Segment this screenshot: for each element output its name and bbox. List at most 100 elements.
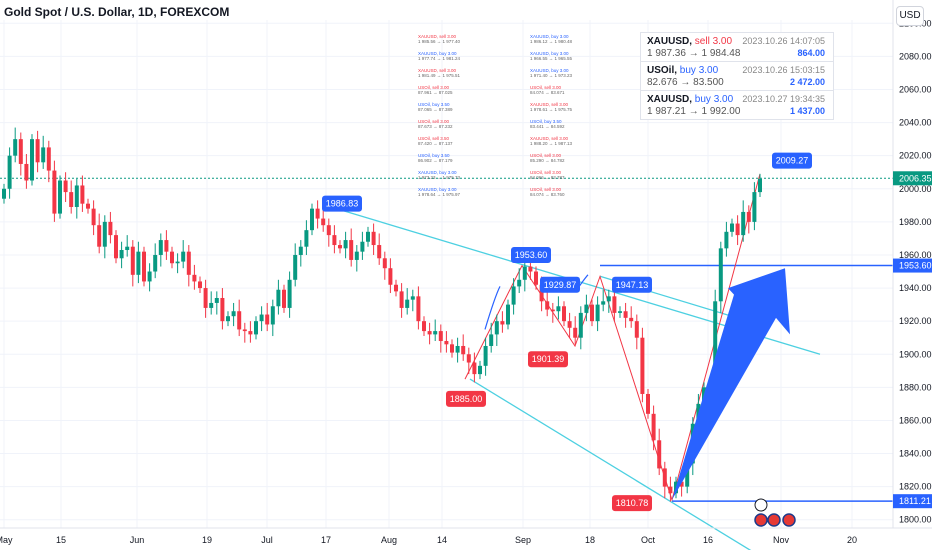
- candle-body: [69, 192, 74, 207]
- y-tick-label: 1840.00: [899, 449, 932, 459]
- mini-trade-row: USOil, sell 3.00 84.066 → 83.787: [530, 170, 630, 186]
- candle-body: [422, 321, 426, 332]
- axis-price-tag-label: 2006.35: [899, 173, 932, 183]
- mini-trade-prices: 84.074 → 83.760: [530, 192, 565, 197]
- candle-body: [427, 331, 432, 335]
- mini-trade-prices: 1 981.49 → 1 975.51: [418, 73, 461, 78]
- axis-price-tag: [893, 258, 932, 273]
- mini-trade-row: XAUUSD, buy 3.00 1 977.74 → 1 981.24: [418, 51, 518, 67]
- mini-trade-prices: 1 978.61 → 1 975.75: [530, 107, 573, 112]
- candle-body: [472, 362, 477, 375]
- y-tick-label: 1900.00: [899, 349, 932, 359]
- price-label: 1929.87: [544, 280, 577, 290]
- trade-prices: 1 987.21 → 1 992.00: [647, 106, 741, 117]
- y-tick-label: 2040.00: [899, 118, 932, 128]
- mini-trade-symbol: USOil, sell 3.00: [418, 119, 450, 124]
- lightning-icon: [754, 498, 768, 512]
- price-label: 1901.39: [532, 354, 565, 364]
- candle-body: [752, 192, 757, 222]
- mini-trade-prices: 1 977.74 → 1 981.24: [418, 56, 461, 61]
- candle-body: [578, 312, 583, 338]
- y-tick-label: 2060.00: [899, 84, 932, 94]
- candle-body: [595, 304, 600, 322]
- trade-date: 2023.10.26 14:07:05: [742, 36, 825, 46]
- price-label-bg: [772, 152, 812, 169]
- candle-body: [226, 316, 230, 322]
- candle-body: [142, 251, 146, 282]
- price-label: 2009.27: [776, 156, 809, 166]
- candle-body: [539, 284, 544, 302]
- candle-body: [455, 345, 460, 353]
- candle-body: [102, 221, 107, 247]
- mini-trade-symbol: USOil, buy 3.50: [418, 102, 450, 107]
- candle-body: [433, 331, 438, 335]
- candle-body: [601, 301, 606, 305]
- candle-body: [718, 248, 723, 302]
- candle-body: [242, 329, 247, 332]
- candle-body: [220, 297, 225, 322]
- axis-price-tag: [893, 494, 932, 509]
- candle-body: [7, 155, 12, 189]
- mini-trade-prices: 1 971.40 → 1 973.23: [530, 73, 573, 78]
- candle-body: [18, 139, 23, 164]
- mini-trade-prices: 1 978.64 → 1 975.97: [418, 192, 461, 197]
- y-tick-label: 1960.00: [899, 250, 932, 260]
- candle-body: [276, 289, 281, 307]
- candle-body: [685, 463, 690, 487]
- candle-body: [366, 231, 370, 242]
- candle-body: [517, 279, 522, 287]
- candle-body: [724, 231, 729, 249]
- currency-button[interactable]: USD: [896, 6, 924, 26]
- candle-body: [108, 221, 113, 236]
- mini-trade-symbol: XAUUSD, sell 3.00: [530, 136, 569, 141]
- mini-trade-symbol: USOil, buy 3.50: [418, 153, 450, 158]
- candle-body: [192, 274, 197, 282]
- price-axis[interactable]: 1800.00 1820.00 1840.00 1860.00 1880.00 1900.…: [892, 0, 932, 528]
- candle-body: [500, 321, 505, 325]
- candle-body: [478, 365, 482, 375]
- price-label: 1810.78: [616, 498, 649, 508]
- y-tick-label: 1920.00: [899, 316, 932, 326]
- candle-body: [343, 240, 348, 249]
- trade-date: 2023.10.26 15:03:15: [742, 65, 825, 75]
- mini-trade-symbol: XAUUSD, buy 3.00: [418, 170, 457, 175]
- trade-prices: 82.676 → 83.500: [647, 77, 724, 88]
- x-tick-label: Aug: [381, 535, 397, 545]
- candle-body: [646, 393, 650, 414]
- time-axis[interactable]: May 15 Jun 19 Jul 17 Aug 14 Sep 18 Oct 16 Nov 20: [0, 527, 932, 545]
- candle-body: [382, 258, 387, 269]
- candle-body: [13, 139, 18, 156]
- candle-body: [186, 251, 191, 275]
- candle-body: [282, 289, 286, 308]
- candle-body: [394, 284, 398, 292]
- mini-trade-row: USOil, sell 3.00 85.290 → 84.782: [530, 153, 630, 169]
- candle-body: [153, 254, 158, 272]
- x-tick-label: Oct: [641, 535, 656, 545]
- candle-body: [438, 331, 443, 342]
- mini-trade-symbol: XAUUSD, buy 3.00: [530, 68, 569, 73]
- chart-annotations: 1986.83 1953.60 1929.87 1947.13 2009.27 1885.…: [322, 152, 812, 527]
- mini-trade-row: XAUUSD, sell 3.00 1 988.20 → 1 987.13: [530, 136, 630, 152]
- mini-trade-row: USOil, buy 3.50 83.441 → 84.592: [530, 119, 630, 135]
- candle-body: [326, 225, 331, 236]
- candle-body: [377, 245, 382, 259]
- candle-body: [298, 246, 303, 255]
- x-tick-label: Jul: [261, 535, 273, 545]
- candle-body: [623, 311, 628, 318]
- candle-body: [550, 309, 555, 312]
- x-tick-label: 15: [56, 535, 66, 545]
- mini-trade-symbol: XAUUSD, buy 3.00: [418, 187, 457, 192]
- trade-action: buy 3.00: [679, 65, 719, 76]
- price-label-bg: [511, 246, 551, 263]
- candle-body: [24, 163, 29, 181]
- axis-price-tag: [893, 171, 932, 186]
- mini-trade-symbol: XAUUSD, buy 3.00: [418, 51, 457, 56]
- mini-trade-prices: 1 966.55 → 1 965.55: [530, 56, 573, 61]
- candle-body: [147, 271, 152, 282]
- candle-body: [315, 208, 320, 219]
- candle-body: [270, 306, 275, 325]
- price-label: 1953.60: [515, 250, 548, 260]
- trade-symbol: XAUUSD,: [647, 94, 693, 105]
- candle-body: [405, 299, 410, 308]
